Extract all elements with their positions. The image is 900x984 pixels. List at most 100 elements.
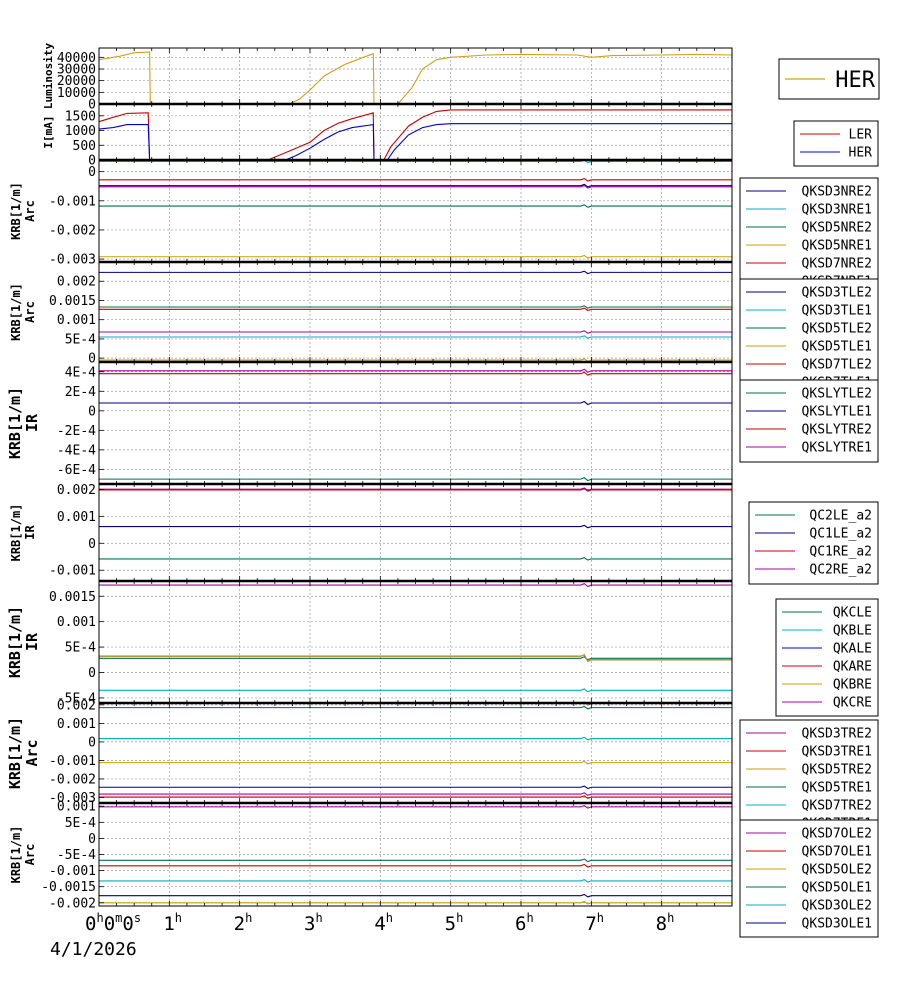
series-line-qksd7nre2 [99,177,732,182]
y-axis-label: KRB[1/m] [9,504,23,562]
y-tick-label: 0.0015 [49,590,96,605]
grid [99,803,732,906]
legend-label: QKSD7NRE2 [802,257,872,272]
date-label: 4/1/2026 [50,939,137,960]
y-tick-label: 5E-4 [65,641,96,656]
y-axis-label: KRB[1/m] [6,717,24,789]
legend-box [739,278,879,397]
series-line-qksd5ole1 [99,858,732,863]
legend-label: QKSD3TLE1 [802,304,872,319]
legend-label: QKSD7OLE2 [802,827,872,842]
plot-frame [98,361,733,485]
y-tick-label: 30000 [57,63,96,78]
legend-box [793,120,879,167]
y-tick-label: 1000 [65,124,96,139]
plot-frame [98,261,733,363]
legend-label: LER [849,128,873,143]
legend-label: QKSLYTLE1 [802,405,872,420]
legend-label: QKSD5TRE2 [802,763,872,778]
plot-frame [98,159,733,263]
panel-4: 0 5E-4 0.001 0.0015 0.002 KRB[1/m] Arc QKSD3TLE… [9,260,879,397]
y-axis-label: Arc [23,200,37,222]
series-line-qksd5tre2 [99,760,732,765]
y-tick-label: 0 [88,537,96,552]
legend: QKSD3TLE2 QKSD3TLE1 QKSD5TLE2 QKSD5TLE1 QKSD… [739,278,879,397]
series-line-qksd3tre1 [99,795,732,799]
plot-frame [98,47,733,105]
legend: QKSD3NRE2 QKSD3NRE1 QKSD5NRE2 QKSD5NRE1 QKSD… [739,177,879,296]
grid [99,484,732,581]
y-tick-label: 0 [88,666,96,681]
y-axis-label: Luminosity [42,43,55,110]
series-line-ler [98,109,732,161]
legend-box [748,501,879,585]
legend-box [775,598,879,717]
legend-label: QKSLYTLE2 [802,387,872,402]
legend: QKCLE QKBLE QKALE QKARE QKBRE QKCRE [775,598,879,717]
legend-box [739,379,879,463]
legend-label: QKSD3NRE1 [802,203,872,218]
y-tick-label: -4E-4 [57,443,96,458]
legend-label: QKSD3OLE2 [802,899,872,914]
series-line-qkslytre2 [99,371,732,376]
y-tick-label: 0 [88,165,96,180]
series-line-qksd3ole2 [99,879,732,883]
series-line-qkslytle2 [99,477,732,482]
series-line-qc2re_a2 [99,487,732,491]
y-tick-label: 1500 [65,109,96,124]
legend-label: QC1LE_a2 [809,527,872,542]
y-tick-label: 0 [88,98,96,113]
y-tick-label: 0.0015 [49,294,96,309]
legend-label: QKSLYTRE1 [802,441,872,456]
legend-label: QKSD7OLE1 [802,845,872,860]
y-axis-label: IR [23,413,41,432]
y-tick-label: 0.001 [57,313,96,328]
series-line-qc1le_a2 [99,524,732,529]
x-tick-label: 8h [656,911,675,935]
y-tick-label: -2E-4 [57,424,96,439]
y-tick-label: -0.002 [49,896,96,911]
series-line-qksd3tle1 [99,335,732,339]
series-line-qksd7ole2 [99,805,732,809]
legend: QKSD3TRE2 QKSD3TRE1 QKSD5TRE2 QKSD5TRE1 QKSD… [739,719,879,838]
legend-label: QC1RE_a2 [809,545,872,560]
y-tick-label: 0.002 [57,698,96,713]
legend: HER [778,58,880,100]
y-tick-label: -0.003 [49,253,96,268]
y-axis-label: KRB[1/m] [6,606,24,678]
y-tick-label: 0 [88,352,96,367]
y-tick-label: 500 [73,139,96,154]
y-tick-label: -0.001 [49,754,96,769]
series-line-qksd3tre2 [99,792,732,796]
y-tick-label: 40000 [57,51,96,66]
grid [99,262,732,362]
y-axis-label: I[mA] [42,115,55,148]
y-tick-label: 5E-4 [65,816,96,831]
legend-label: QKSD3TRE1 [802,745,872,760]
y-tick-label: 0 [88,154,96,169]
legend-label: QKSLYTRE2 [802,423,872,438]
plot-frame [98,483,733,582]
x-tick-label: 3h [304,911,323,935]
y-tick-label: 20000 [57,74,96,89]
y-axis-label: KRB[1/m] [9,182,23,240]
series-line-qksd7nre1 [99,184,732,189]
y-axis-label: IR [23,525,37,540]
y-tick-label: 10000 [57,86,96,101]
legend-label: QKSD3TRE2 [802,727,872,742]
grid [99,703,732,803]
y-tick-label: -0.001 [49,564,96,579]
series-line-qkslytre1 [99,368,732,373]
legend-label: HER [849,146,873,161]
legend-label: QKSD3TLE2 [802,286,872,301]
y-axis-label: KRB[1/m] [6,387,24,459]
series-line-qksd3nre1 [99,159,732,164]
y-tick-label: 2E-4 [65,385,96,400]
series-line-qksd5ole2 [99,900,732,905]
y-tick-label: 0.001 [57,510,96,525]
x-tick-label: 5h [445,911,464,935]
legend-label: QC2LE_a2 [809,509,872,524]
